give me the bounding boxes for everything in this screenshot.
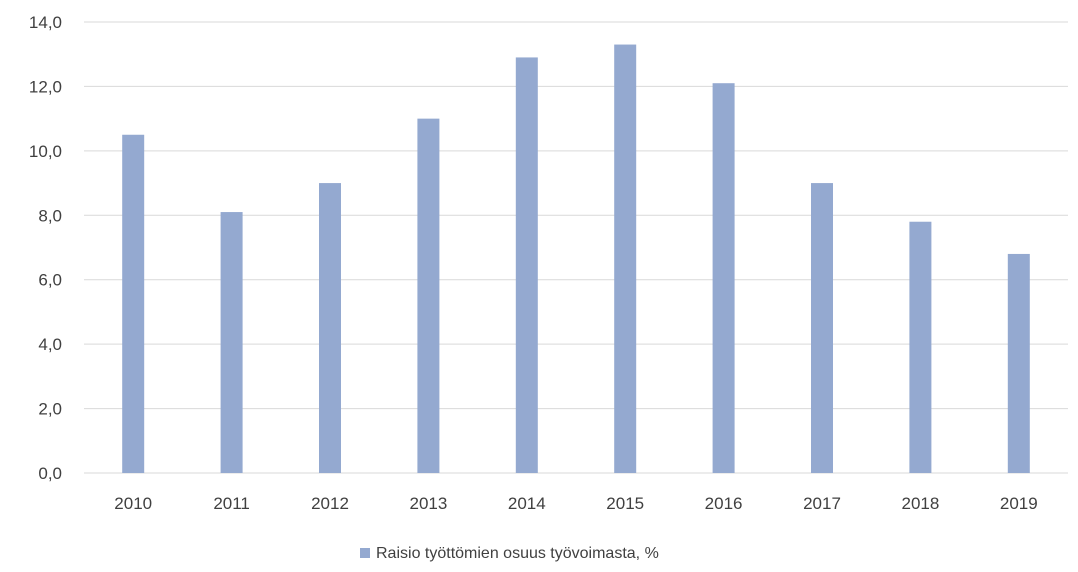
x-tick-label: 2014 <box>508 494 546 513</box>
y-tick-label: 4,0 <box>38 335 62 354</box>
x-tick-label: 2018 <box>901 494 939 513</box>
bar-2013 <box>417 118 440 474</box>
x-tick-label: 2012 <box>311 494 349 513</box>
bar-2017 <box>811 183 833 474</box>
bar-2010 <box>122 134 145 473</box>
x-axis-tick-labels: 2010 2011 2012 2013 2014 2015 2016 2017 2018 2019 <box>114 494 1037 513</box>
legend-label: Raisio työttömien osuus työvoimasta, % <box>376 545 659 562</box>
y-tick-label: 6,0 <box>38 271 62 290</box>
y-tick-label: 8,0 <box>38 206 62 225</box>
bar-2019 <box>1007 253 1030 473</box>
bar-2014 <box>515 57 538 473</box>
x-tick-label: 2013 <box>409 494 447 513</box>
x-tick-label: 2011 <box>213 494 250 513</box>
bar-2015 <box>614 44 637 474</box>
gridlines <box>84 21 1068 474</box>
x-tick-label: 2010 <box>114 494 152 513</box>
x-tick-label: 2019 <box>1000 494 1038 513</box>
legend: Raisio työttömien osuus työvoimasta, % <box>360 545 659 562</box>
legend-swatch <box>360 548 370 558</box>
bar-2011 <box>220 212 243 474</box>
y-tick-label: 10,0 <box>29 142 62 161</box>
bar-2012 <box>319 183 341 474</box>
y-tick-label: 0,0 <box>38 464 62 483</box>
x-tick-label: 2017 <box>803 494 841 513</box>
y-tick-label: 12,0 <box>29 77 62 96</box>
bar-2016 <box>712 83 735 473</box>
y-tick-label: 14,0 <box>29 13 62 32</box>
bars <box>122 44 1030 474</box>
y-axis-tick-labels: 0,0 2,0 4,0 6,0 8,0 10,0 12,0 14,0 <box>29 13 62 483</box>
x-tick-label: 2015 <box>606 494 644 513</box>
bar-2018 <box>909 221 932 473</box>
y-tick-label: 2,0 <box>38 400 62 419</box>
x-tick-label: 2016 <box>705 494 743 513</box>
